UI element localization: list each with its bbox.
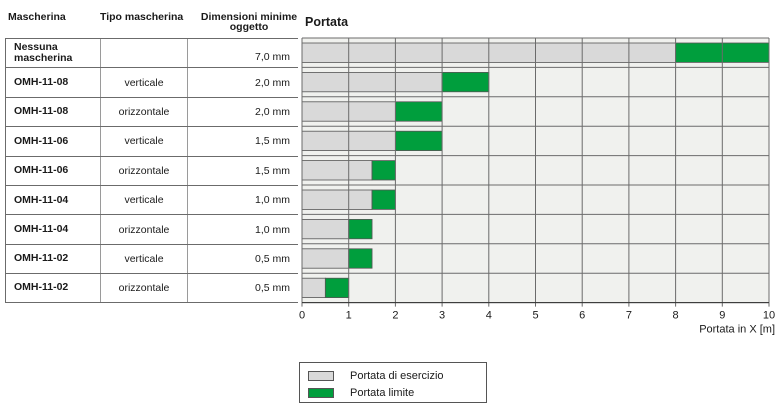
cell-mascherina: OMH-11-06 [5,156,100,185]
cell-mascherina: OMH-11-02 [5,244,100,274]
table-row: OMH-11-04 orizzontale 1,0 mm [5,214,298,244]
x-tick-label: 4 [486,310,492,322]
cell-mascherina: OMH-11-04 [5,215,100,244]
bar-limite [371,189,396,210]
header-dimensioni: Dimensioni minime oggetto [200,11,298,33]
cell-dimensioni: 7,0 mm [187,39,298,68]
x-tick-label: 3 [439,310,445,322]
cell-tipo: verticale [100,68,187,97]
bar-limite [324,277,350,299]
cell-tipo: orizzontale [100,215,187,244]
x-tick-label: 1 [346,310,352,322]
range-chart: 0 1 2 3 4 5 6 7 8 9 10 Portata in X [m] [299,37,775,336]
table-row: Nessuna mascherina 7,0 mm [5,38,298,68]
x-tick-label: 0 [299,310,305,322]
x-tick-label: 2 [392,310,398,322]
bar-esercizio [301,248,350,269]
cell-mascherina: Nessuna mascherina [5,39,100,68]
cell-dimensioni: 0,5 mm [187,274,298,302]
table-row: OMH-11-02 orizzontale 0,5 mm [5,273,298,303]
x-tick-label: 7 [626,310,632,322]
cell-dimensioni: 2,0 mm [187,68,298,97]
header-tipo: Tipo mascherina [100,11,184,23]
cell-dimensioni: 1,5 mm [187,156,298,185]
header-mascherina: Mascherina [8,11,66,23]
cell-tipo [100,39,187,68]
cell-tipo: verticale [100,127,187,156]
cell-dimensioni: 1,5 mm [187,127,298,156]
x-axis-label: Portata in X [m] [699,324,775,336]
cell-tipo: orizzontale [100,156,187,185]
bar-esercizio [301,189,373,210]
legend-item-esercizio: Portata di esercizio [308,368,444,384]
table-row: OMH-11-06 verticale 1,5 mm [5,126,298,156]
legend-swatch-esercizio [308,371,334,381]
bar-limite [371,160,396,181]
cell-tipo: orizzontale [100,97,187,127]
cell-mascherina: OMH-11-04 [5,186,100,215]
bar-limite [394,130,443,151]
cell-mascherina: OMH-11-02 [5,274,100,302]
cell-mascherina: OMH-11-08 [5,68,100,97]
bar-esercizio [301,72,443,93]
cell-dimensioni: 0,5 mm [187,244,298,274]
legend-swatch-limite [308,388,334,398]
bar-limite [394,101,443,122]
bar-esercizio [301,160,373,181]
table-row: OMH-11-04 verticale 1,0 mm [5,185,298,215]
legend-label-limite: Portata limite [350,387,415,399]
cell-tipo: orizzontale [100,274,187,302]
cell-mascherina: OMH-11-08 [5,97,100,127]
bar-esercizio [301,218,350,240]
x-tick-label: 10 [763,310,775,322]
table-row: OMH-11-06 orizzontale 1,5 mm [5,155,298,185]
cell-dimensioni: 1,0 mm [187,186,298,215]
cell-mascherina: OMH-11-06 [5,127,100,156]
x-tick-label: 8 [673,310,679,322]
x-tick-label: 9 [719,310,725,322]
table-row: OMH-11-08 verticale 2,0 mm [5,67,298,97]
cell-tipo: verticale [100,186,187,215]
bar-limite [348,248,373,269]
bar-esercizio [301,277,326,299]
cell-dimensioni: 1,0 mm [187,215,298,244]
x-tick-label: 6 [579,310,585,322]
chart-legend: Portata di esercizio Portata limite [299,362,487,403]
bar-limite [441,72,490,93]
cell-tipo: verticale [100,244,187,274]
table-row: OMH-11-08 orizzontale 2,0 mm [5,96,298,127]
header-portata: Portata [305,15,349,29]
table-row: OMH-11-02 verticale 0,5 mm [5,243,298,274]
legend-label-esercizio: Portata di esercizio [350,370,444,382]
cell-dimensioni: 2,0 mm [187,97,298,127]
bar-limite [348,218,373,240]
x-tick-label: 5 [532,310,538,322]
legend-item-limite: Portata limite [308,385,414,401]
